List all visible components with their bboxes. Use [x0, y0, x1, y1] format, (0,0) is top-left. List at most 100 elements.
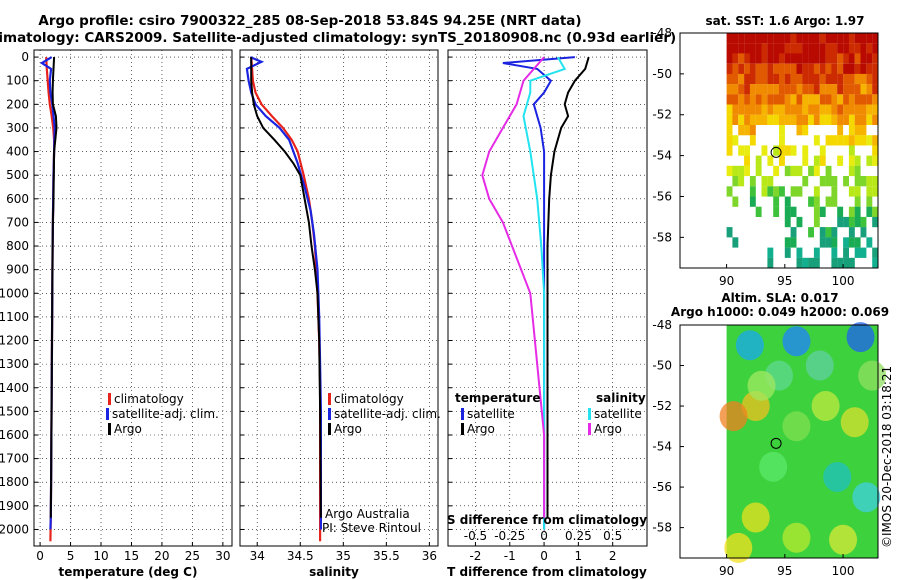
imos-timestamp: ©IMOS 20-Dec-2018 03:18:21: [880, 366, 894, 548]
lat-tick-label: -54: [652, 149, 672, 163]
sla-blob: [719, 401, 748, 432]
legend-label-s-satellite: satellite: [594, 407, 642, 421]
sst-cell: [749, 33, 756, 44]
sst-cell: [784, 94, 791, 105]
sla-blob: [782, 326, 811, 357]
sst-cell: [779, 114, 785, 125]
legend-swatch-satellite: [328, 408, 331, 420]
sst-cell: [813, 155, 820, 166]
sst-cell: [761, 104, 768, 115]
depth-axis: 0 100 200 300 400 500 600 700 800 900 1000 1100 1200…: [0, 50, 29, 536]
sst-cell: [837, 94, 844, 105]
sst-cell: [808, 43, 814, 54]
sst-cell: [790, 63, 797, 74]
temperature-xlabel: temperature (deg C): [59, 565, 198, 579]
sst-cell: [744, 94, 750, 105]
sst-cell: [773, 165, 780, 177]
sst-map-frame: [679, 32, 879, 269]
sla-blob: [858, 360, 887, 391]
sst-cell: [802, 125, 809, 136]
sst-cell: [790, 84, 797, 95]
sst-cell: [761, 84, 768, 95]
sst-cell: [860, 84, 867, 95]
sst-cell: [866, 196, 873, 207]
sst-cell: [819, 227, 826, 238]
sst-cell: [866, 135, 873, 146]
sst-cell: [808, 84, 814, 95]
sst-cell: [854, 196, 861, 207]
sst-cell: [854, 125, 861, 136]
credit-argo-australia: Argo Australia: [325, 507, 410, 521]
sst-cell: [866, 176, 873, 187]
sst-cell: [848, 257, 855, 269]
sst-cell: [744, 63, 750, 74]
sst-cell: [808, 114, 814, 125]
sst-cell: [825, 53, 832, 64]
legend-swatch-argo: [108, 423, 111, 435]
sst-cell: [848, 114, 855, 125]
sst-cell: [831, 33, 838, 44]
sst-cell: [767, 176, 774, 187]
sst-cell: [854, 176, 861, 187]
sla-blob: [852, 482, 881, 513]
sst-cell: [779, 94, 785, 105]
sst-cell: [813, 216, 820, 228]
depth-tick-label: 100: [6, 74, 29, 88]
sst-cell: [779, 155, 785, 166]
sst-cell: [773, 53, 780, 64]
sst-cell: [773, 63, 780, 74]
sst-cell: [726, 227, 733, 238]
sst-cell: [848, 237, 855, 248]
sst-cell: [819, 84, 826, 95]
depth-tick-label: 500: [6, 168, 29, 182]
sst-cell: [866, 33, 873, 44]
sst-cell: [773, 33, 780, 44]
legend-label-satellite: satellite-adj. clim.: [112, 407, 219, 421]
depth-tick-label: 2000: [0, 522, 29, 536]
sst-cell: [825, 33, 832, 44]
sst-cell: [784, 216, 791, 228]
sst-cell: [749, 43, 756, 54]
series-line-argo: [250, 57, 322, 518]
sst-cell: [848, 125, 855, 136]
s-diff-tick-label: 0.5: [603, 529, 622, 543]
sst-cell: [872, 73, 879, 85]
x-tick-label: 25: [185, 549, 200, 563]
depth-tick-label: 1700: [0, 452, 29, 466]
sst-cell: [872, 206, 879, 217]
sst-cell: [732, 165, 739, 177]
sst-cell: [819, 94, 826, 105]
sst-cell: [755, 114, 762, 125]
sst-cell: [831, 73, 838, 85]
sst-cell: [837, 125, 844, 136]
sst-cell: [843, 114, 849, 125]
sst-cell: [813, 257, 820, 269]
sst-cell: [872, 53, 879, 64]
sst-cell: [813, 247, 820, 258]
lat-tick-label: -50: [652, 67, 672, 81]
sst-cell: [848, 104, 855, 115]
sst-cell: [773, 145, 780, 156]
salinity-xlabel: salinity: [309, 565, 359, 579]
sst-cell: [813, 73, 820, 85]
sst-cell: [726, 145, 733, 156]
sst-cell: [837, 63, 844, 74]
sst-cell: [860, 135, 867, 146]
sst-cell: [860, 63, 867, 74]
sst-cell: [767, 186, 774, 197]
argo-float-marker: [770, 146, 782, 158]
sst-cell: [872, 84, 879, 95]
x-tick-label: 15: [124, 549, 139, 563]
legend-label-satellite: satellite-adj. clim.: [334, 407, 441, 421]
sst-cell: [767, 53, 774, 64]
sst-cell: [732, 53, 739, 64]
s-diff-tick-label: 0: [540, 529, 548, 543]
sst-cell: [854, 216, 861, 228]
sst-cell: [738, 73, 745, 85]
sst-cell: [767, 104, 774, 115]
sst-cell: [808, 257, 814, 269]
sst-cell: [790, 33, 797, 44]
figure-title-line1: Argo profile: csiro 7900322_285 08-Sep-2…: [38, 13, 581, 29]
sst-cell: [831, 186, 838, 197]
sst-cell: [732, 73, 739, 85]
